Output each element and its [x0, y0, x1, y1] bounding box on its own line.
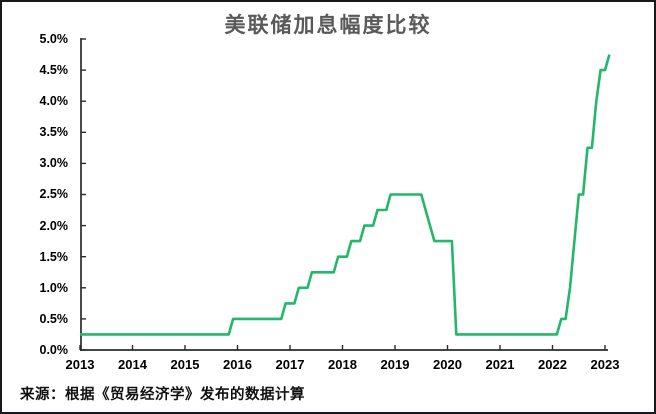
x-tick-label: 2023: [590, 357, 620, 372]
y-tick-label: 1.5%: [39, 250, 69, 264]
source-note: 来源：根据《贸易经济学》发布的数据计算: [20, 387, 305, 403]
chart-title: 美联储加息幅度比较: [224, 13, 432, 37]
x-tick-label: 2013: [65, 357, 95, 372]
x-tick-label: 2020: [433, 357, 462, 372]
x-tick-label: 2021: [485, 357, 515, 372]
x-tick-label: 2015: [170, 357, 200, 372]
x-tick-label: 2019: [380, 357, 410, 372]
y-tick-label: 2.5%: [39, 187, 69, 201]
y-tick-label: 4.0%: [39, 94, 69, 108]
y-tick-label: 1.0%: [39, 281, 69, 295]
rate-line: [80, 54, 611, 336]
x-tick-label: 2014: [118, 357, 147, 372]
x-tick-label: 2017: [275, 357, 305, 372]
y-tick-label: 0.5%: [39, 312, 69, 326]
y-tick-label: 4.5%: [39, 63, 69, 77]
x-tick-label: 2018: [328, 357, 357, 372]
y-tick-label: 5.0%: [39, 32, 69, 46]
y-tick-label: 0.0%: [39, 343, 69, 357]
x-tick-label: 2016: [223, 357, 252, 372]
y-tick-label: 2.0%: [39, 219, 69, 233]
y-tick-label: 3.0%: [39, 156, 69, 170]
x-tick-label: 2022: [538, 357, 567, 372]
y-tick-label: 3.5%: [39, 125, 69, 139]
